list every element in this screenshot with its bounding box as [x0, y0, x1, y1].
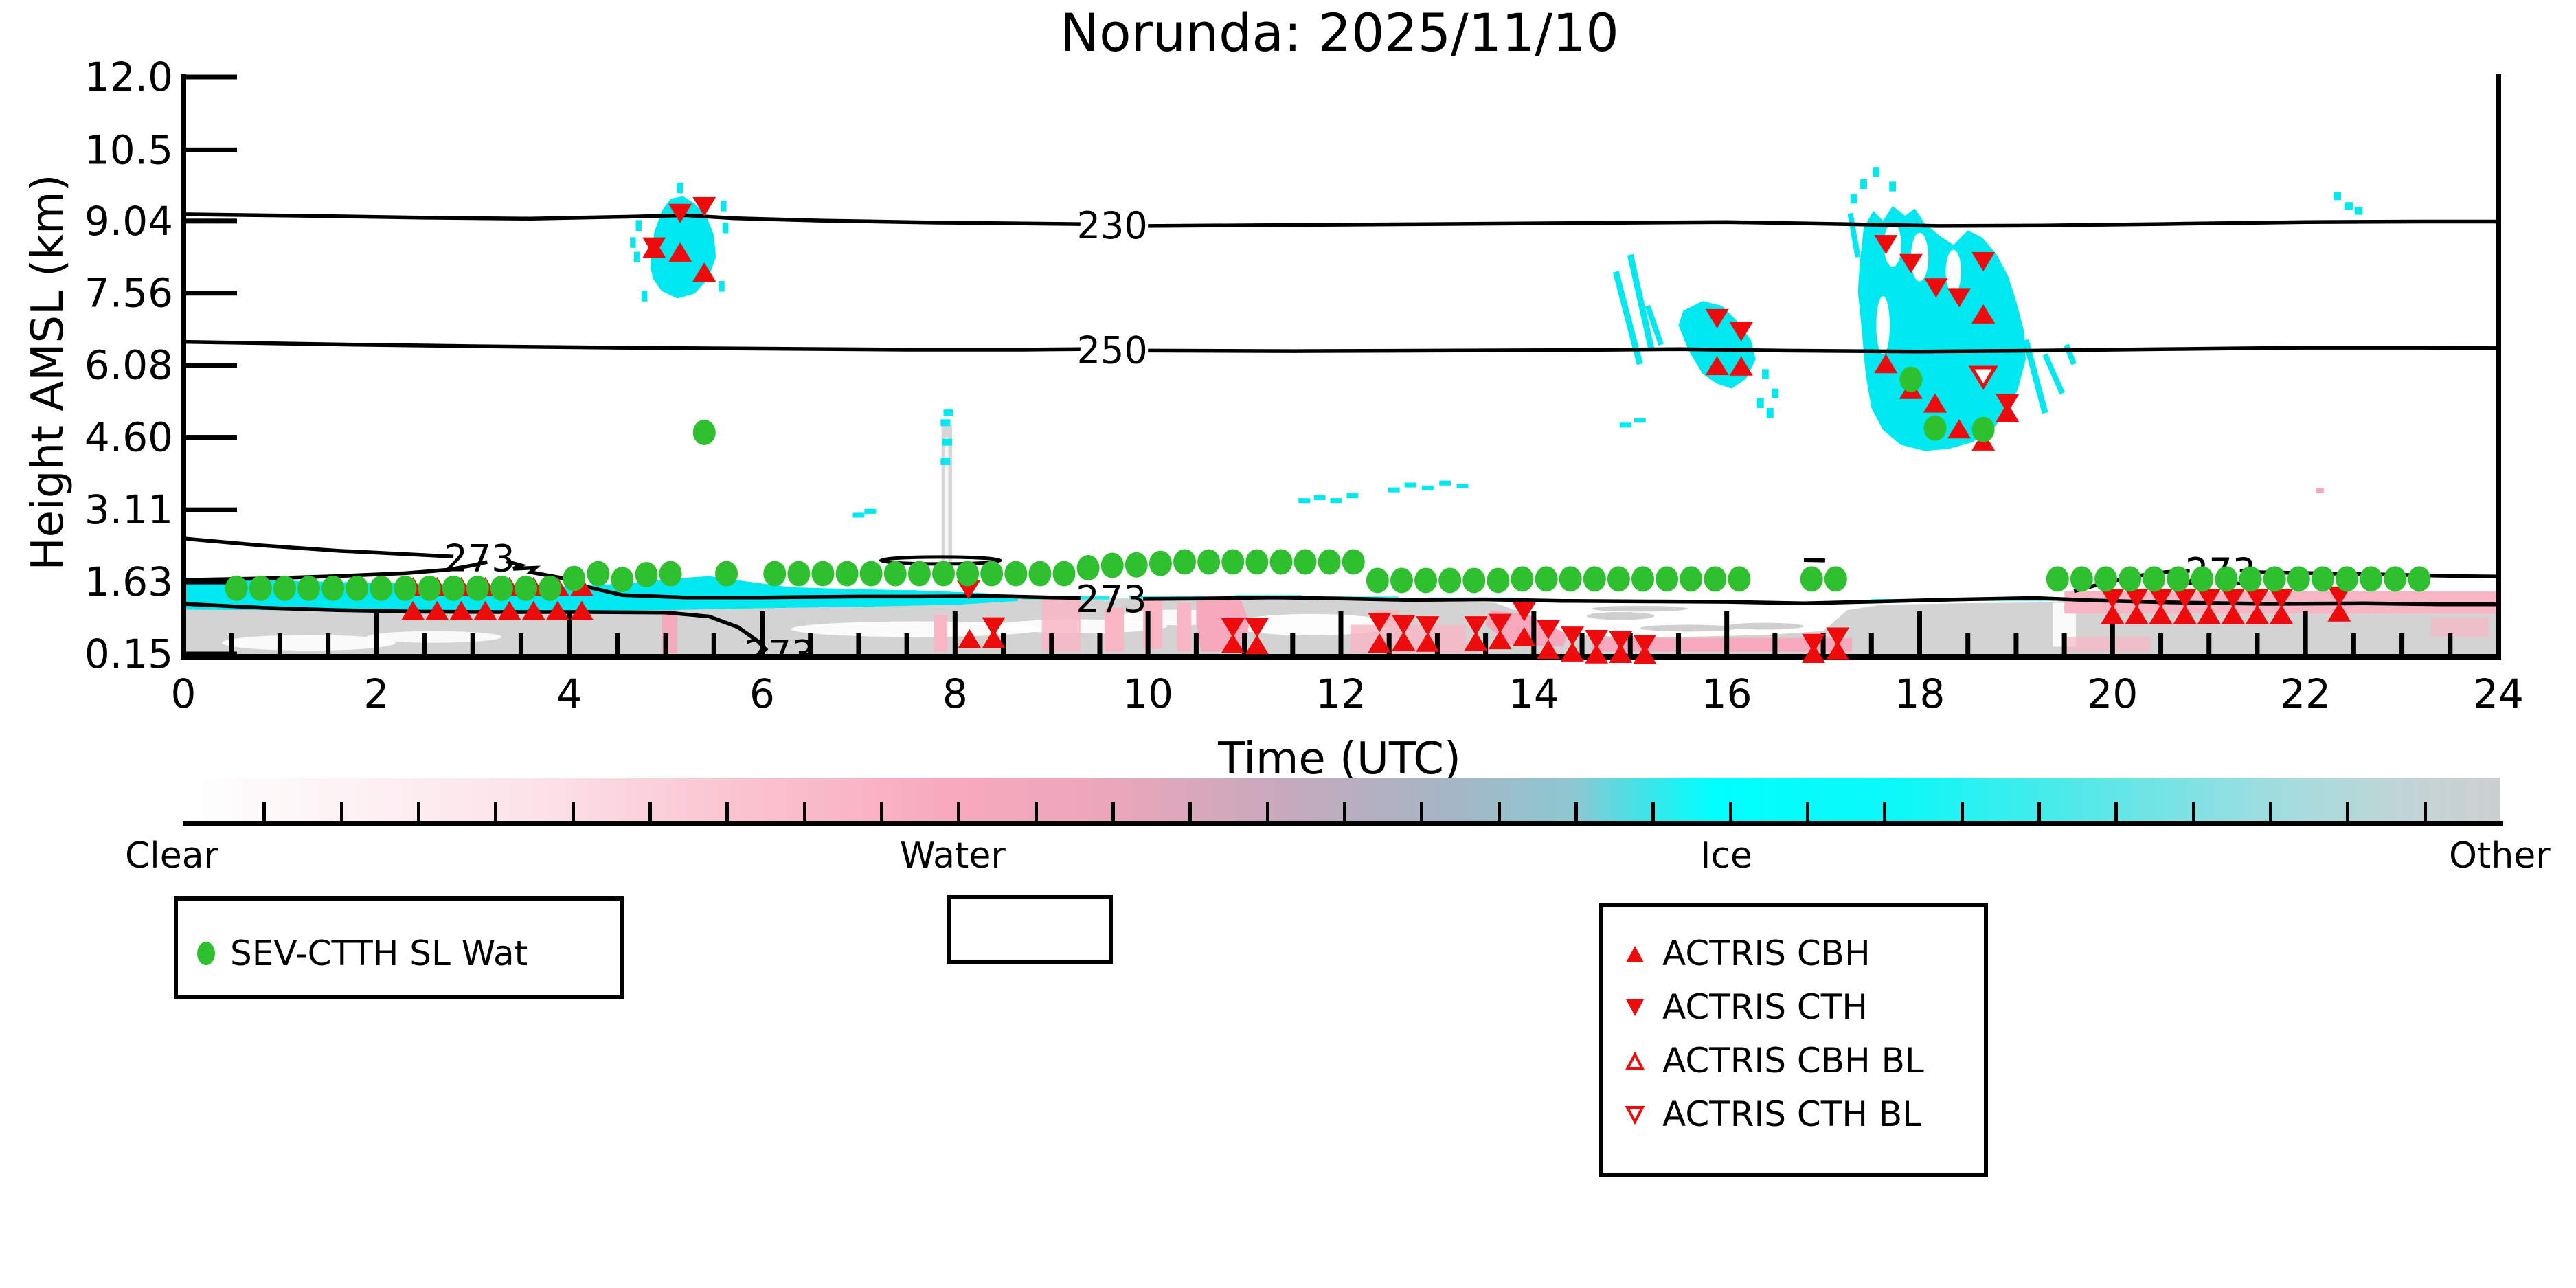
x-axis-label: Time (UTC) [1218, 734, 1461, 784]
colorbar-tick [1343, 802, 1346, 821]
svg-text:6: 6 [749, 670, 775, 717]
colorbar-tick [262, 802, 267, 821]
colorbar-tick [339, 802, 343, 821]
svg-text:0: 0 [171, 670, 196, 717]
colorbar-label-ice: Ice [1700, 835, 1752, 877]
colorbar-tick [2346, 802, 2350, 821]
legend-cbh-bl-label: ACTRIS CBH BL [1662, 1041, 1924, 1081]
actris-cth-markers [642, 196, 2351, 655]
cbh-bl-open-up-triangle-icon [1623, 1049, 1647, 1072]
colorbar-tick [648, 802, 652, 821]
colorbar-tick [725, 802, 730, 821]
svg-text:273: 273 [444, 536, 515, 580]
svg-text:7.56: 7.56 [84, 270, 173, 317]
svg-text:9.04: 9.04 [84, 198, 173, 245]
colorbar-tick [417, 802, 420, 821]
svg-text:24: 24 [2473, 670, 2524, 717]
svg-text:14: 14 [1509, 670, 1559, 717]
colorbar-tick [1960, 802, 1964, 821]
svg-text:1.63: 1.63 [84, 558, 173, 605]
colorbar-tick [2114, 802, 2119, 821]
svg-text:3.11: 3.11 [84, 486, 173, 533]
colorbar-tick [1883, 802, 1887, 821]
right-spine [2496, 74, 2501, 657]
cbh-up-triangle-icon [1623, 942, 1647, 965]
legend-cth-bl-label: ACTRIS CTH BL [1662, 1094, 1922, 1134]
svg-text:250: 250 [1077, 329, 1148, 372]
svg-text:273: 273 [1076, 578, 1146, 621]
svg-text:10.5: 10.5 [84, 126, 173, 173]
cth-bl-open-down-triangle-icon [1623, 1103, 1647, 1126]
svg-text:4: 4 [556, 670, 582, 717]
colorbar-tick [1651, 802, 1656, 821]
chart-title: Norunda: 2025/11/10 [1060, 2, 1619, 63]
legend-row-cbh: ACTRIS CBH [1603, 927, 1984, 980]
svg-text:22: 22 [2280, 670, 2331, 717]
svg-text:18: 18 [1895, 670, 1945, 717]
legend-cth-label: ACTRIS CTH [1662, 987, 1868, 1027]
colorbar-tick [2191, 802, 2195, 821]
legend-row-cbh-bl: ACTRIS CBH BL [1603, 1034, 1984, 1087]
colorbar-tick [2037, 802, 2041, 821]
svg-text:8: 8 [942, 670, 968, 717]
sev-ctth-circle-icon [197, 942, 215, 965]
colorbar-tick [1111, 802, 1115, 821]
colorbar-tick [880, 802, 883, 821]
legend-empty-box [947, 895, 1113, 964]
colorbar-tick [571, 802, 575, 821]
svg-text:20: 20 [2087, 670, 2138, 717]
svg-text:2: 2 [363, 670, 389, 717]
colorbar-tick [802, 802, 806, 821]
colorbar-tick [1265, 802, 1269, 821]
colorbar-tick [957, 802, 961, 821]
colorbar-tick [2423, 802, 2427, 821]
svg-text:0.15: 0.15 [84, 631, 173, 677]
colorbar-tick [1420, 802, 1424, 821]
legend-cbh-label: ACTRIS CBH [1662, 934, 1871, 973]
legend-sev-ctth-label: SEV-CTTH SL Wat [230, 934, 528, 973]
sev-ctth-markers [225, 366, 2431, 601]
legend-actris: ACTRIS CBH ACTRIS CTH ACTRIS CBH BL ACTR… [1599, 903, 1988, 1177]
legend-row-cth: ACTRIS CTH [1603, 980, 1984, 1034]
colorbar-tick [1728, 802, 1732, 821]
colorbar-tick [1806, 802, 1809, 821]
legend-sev-ctth: SEV-CTTH SL Wat [174, 896, 624, 999]
axes [181, 74, 2501, 660]
svg-text:12: 12 [1315, 670, 1366, 717]
colorbar-tick [1574, 802, 1578, 821]
colorbar-tick [1188, 802, 1193, 821]
svg-text:230: 230 [1077, 204, 1148, 247]
colorbar-tick [1034, 802, 1038, 821]
tick-labels: 12.010.59.047.566.084.603.111.630.150 2 4 6… [84, 54, 2524, 717]
colorbar-tick [1497, 802, 1501, 821]
colorbar-label-clear: Clear [125, 835, 218, 877]
actris-bl-markers [1968, 365, 1998, 390]
svg-text:10: 10 [1122, 670, 1173, 717]
legend-row-cth-bl: ACTRIS CTH BL [1603, 1087, 1984, 1141]
svg-text:273: 273 [744, 632, 815, 675]
colorbar-tick [2269, 802, 2272, 821]
colorbar-label-other: Other [2449, 835, 2551, 877]
svg-text:12.0: 12.0 [84, 54, 173, 100]
svg-text:6.08: 6.08 [84, 342, 173, 389]
colorbar-label-water: Water [900, 835, 1006, 877]
cth-down-triangle-icon [1623, 995, 1647, 1019]
colorbar-tick [494, 802, 498, 821]
svg-text:4.60: 4.60 [84, 414, 173, 461]
bottom-spine [181, 654, 2501, 660]
colorbar-axis-line [183, 821, 2503, 826]
svg-text:16: 16 [1702, 670, 1752, 717]
